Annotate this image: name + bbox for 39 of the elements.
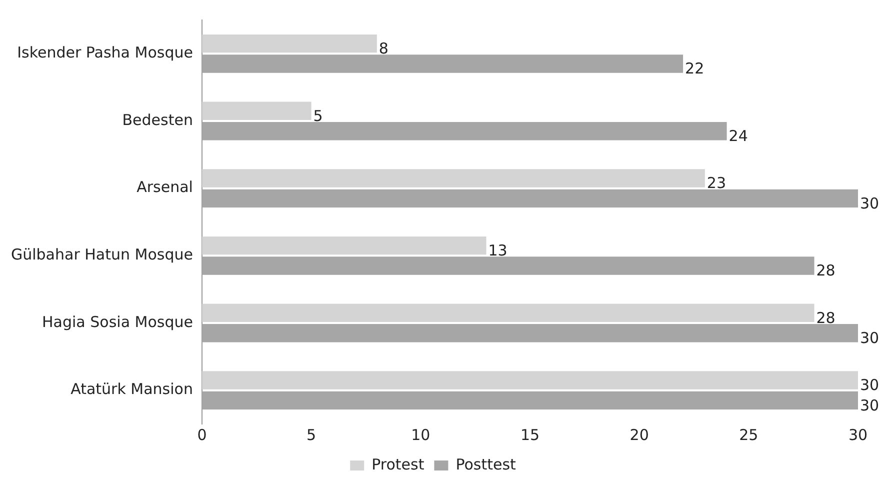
y-tick-label: Hagia Sosia Mosque <box>42 312 193 331</box>
data-label: 28 <box>816 308 836 327</box>
x-tick-label: 15 <box>520 426 540 444</box>
bar <box>202 102 312 120</box>
bar <box>202 371 858 390</box>
data-label: 22 <box>685 60 704 78</box>
data-label: 5 <box>313 106 323 125</box>
bar <box>202 324 858 342</box>
bar <box>202 304 814 322</box>
legend-label: Protest <box>372 455 424 474</box>
x-tick-label: 5 <box>306 426 316 444</box>
data-label: 30 <box>860 376 880 394</box>
data-label: 23 <box>706 174 726 192</box>
x-tick-label: 0 <box>197 426 207 444</box>
data-label: 28 <box>816 262 836 280</box>
data-label: 30 <box>860 328 880 347</box>
y-tick-label: Gülbahar Hatun Mosque <box>10 246 193 264</box>
bar <box>202 169 705 188</box>
x-tick-label: 25 <box>739 426 758 444</box>
x-tick-label: 10 <box>411 426 430 444</box>
y-tick-label: Arsenal <box>136 178 193 196</box>
bar <box>202 391 858 410</box>
x-tick-label: 30 <box>848 426 868 444</box>
bar <box>202 54 684 73</box>
bar <box>202 122 727 140</box>
data-label: 30 <box>860 396 880 414</box>
legend-label: Posttest <box>456 455 516 474</box>
y-tick-label: Bedesten <box>122 110 193 129</box>
data-label: 13 <box>488 241 508 260</box>
data-label: 24 <box>728 126 748 145</box>
bar <box>202 34 377 53</box>
y-tick-label: Iskender Pasha Mosque <box>17 44 193 62</box>
bar <box>202 256 814 275</box>
data-label: 8 <box>378 39 388 58</box>
y-tick-label: Atatürk Mansion <box>70 380 193 398</box>
bar <box>202 189 858 208</box>
bar <box>202 236 486 255</box>
x-tick-label: 20 <box>630 426 649 444</box>
data-label: 30 <box>860 194 880 212</box>
